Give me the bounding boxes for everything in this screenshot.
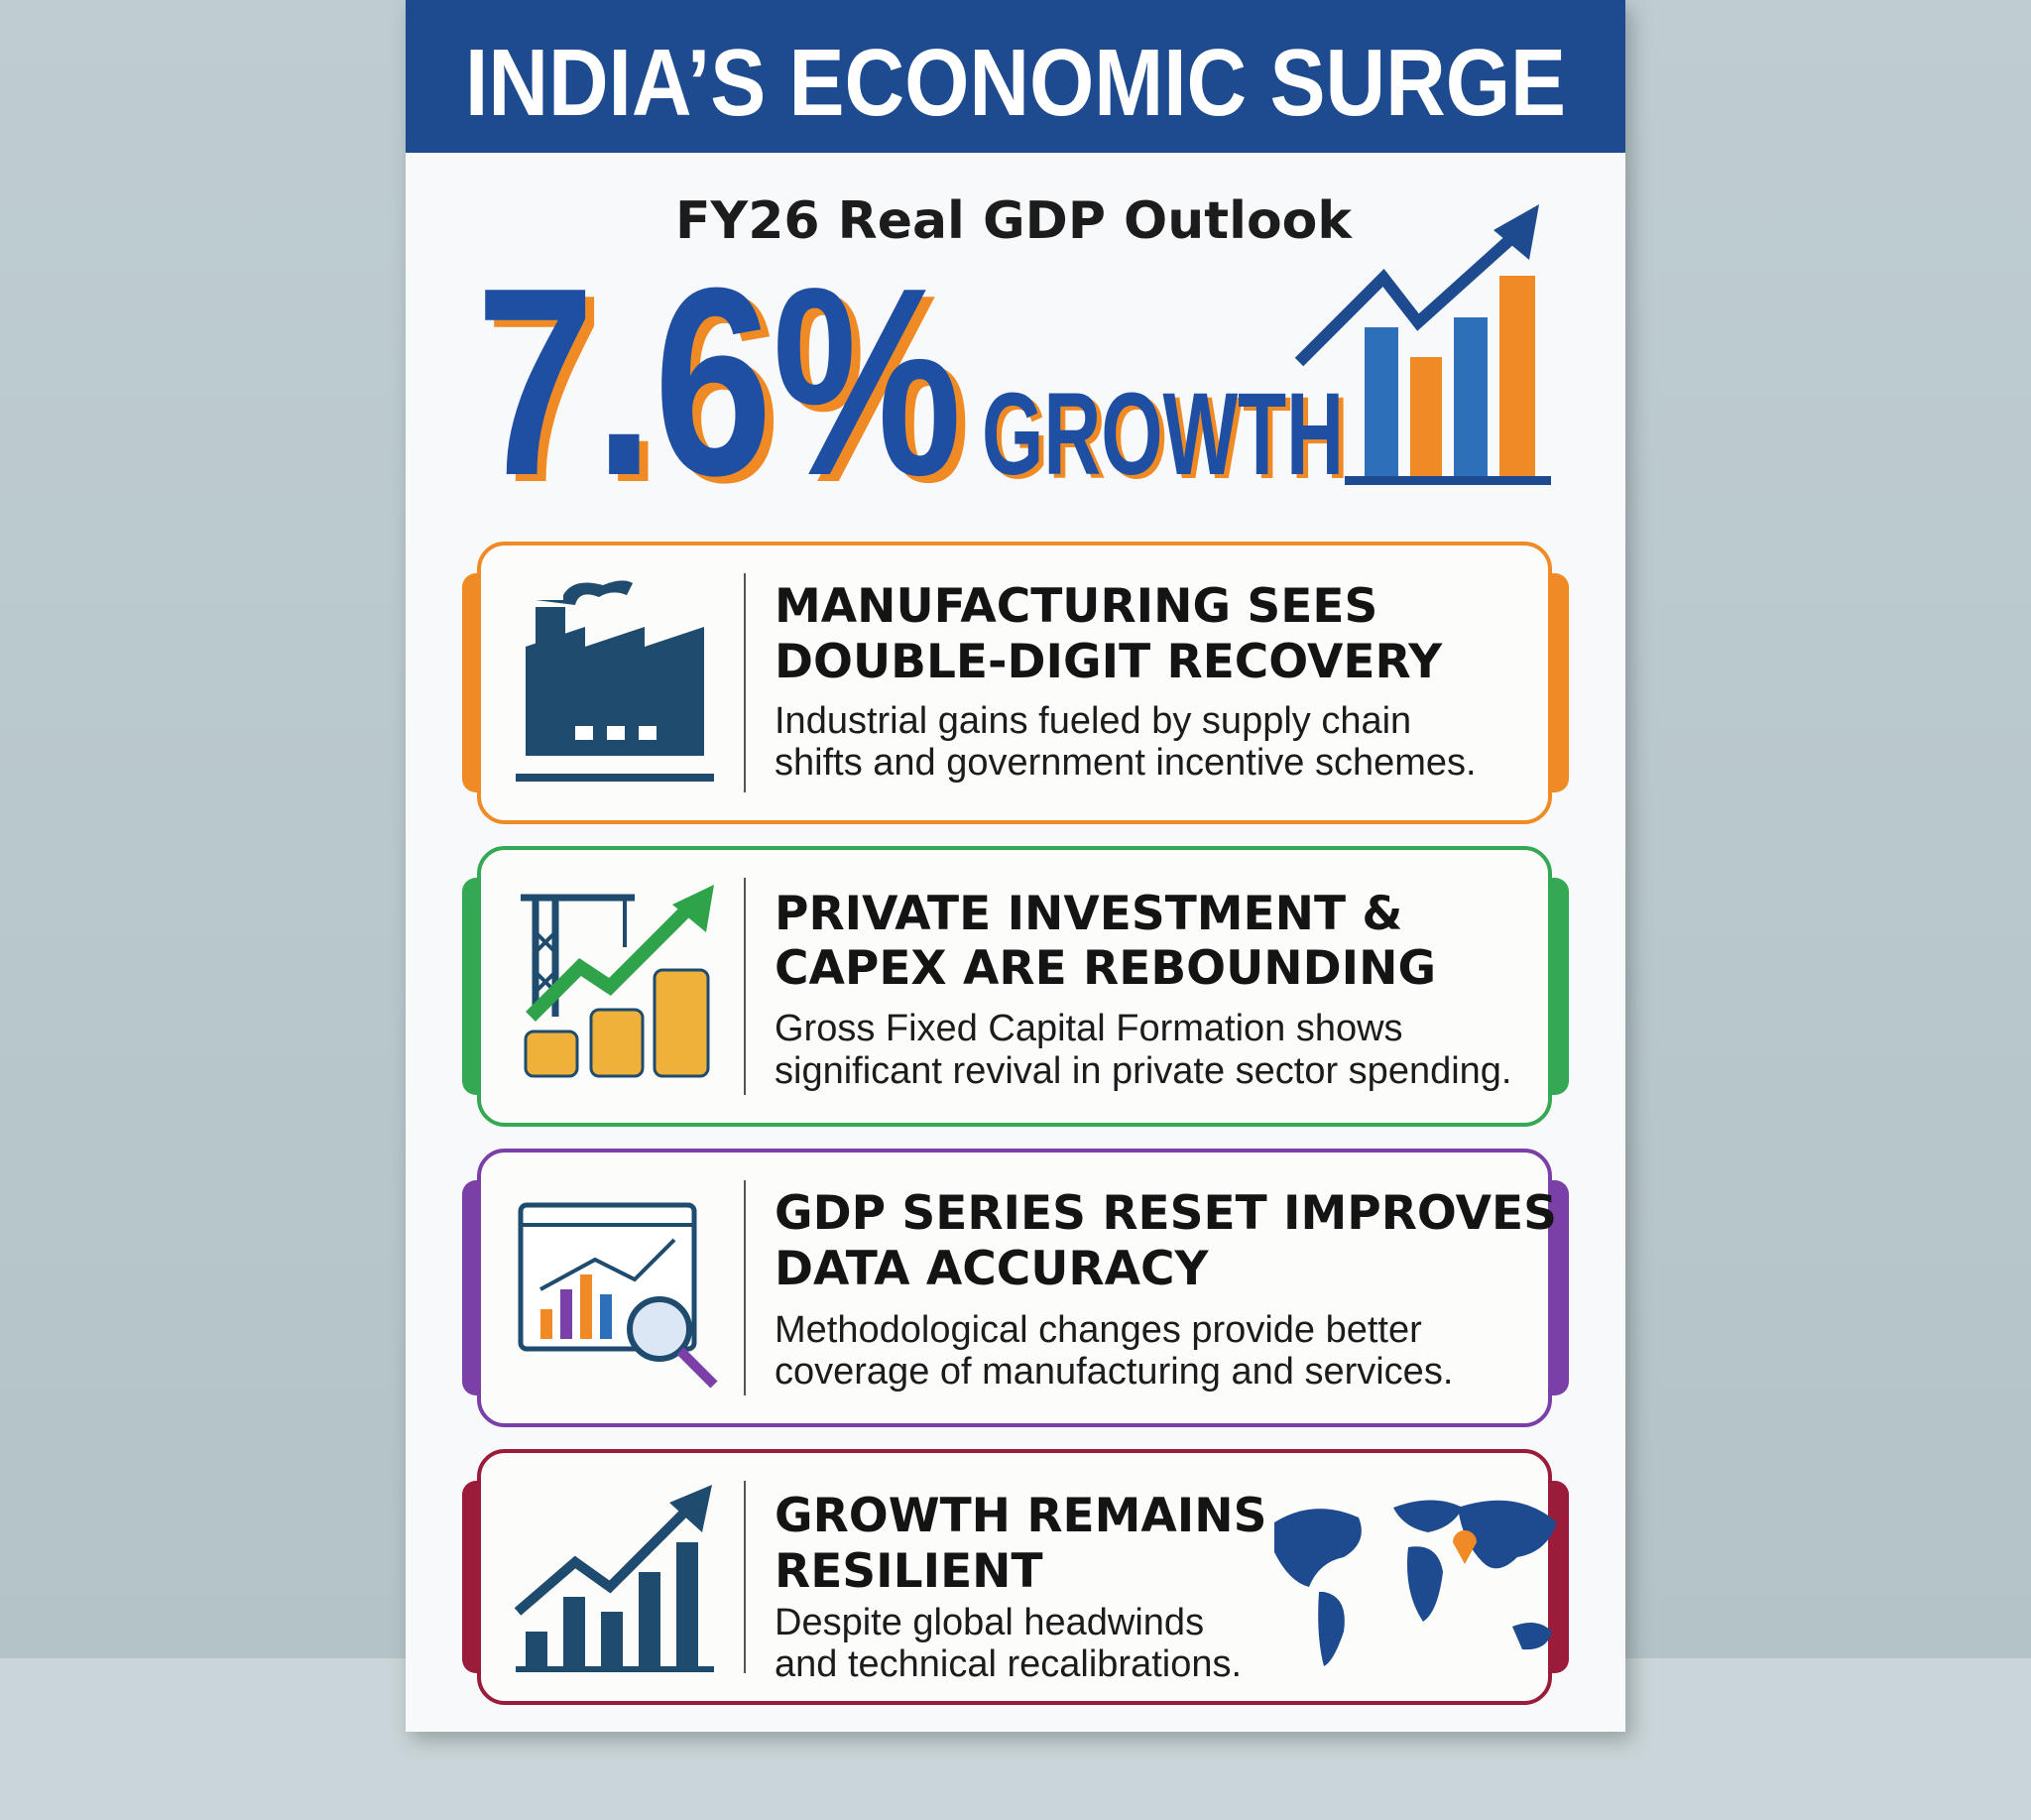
- card-body: significant revival in private sector sp…: [775, 1050, 1512, 1092]
- card-heading: RESILIENT: [775, 1544, 1043, 1599]
- headline: 7.6%: [476, 233, 962, 532]
- card-body: Methodological changes provide better: [775, 1309, 1422, 1351]
- title-band: [406, 0, 1625, 153]
- resilient-growth-icon: [514, 1485, 714, 1672]
- card-body: and technical recalibrations.: [775, 1643, 1242, 1685]
- card-body: shifts and government incentive schemes.: [775, 742, 1477, 784]
- card-body: Gross Fixed Capital Formation shows: [775, 1008, 1403, 1049]
- title: INDIA’S ECONOMIC SURGE: [465, 30, 1566, 136]
- card-heading: DOUBLE-DIGIT RECOVERY: [775, 635, 1443, 689]
- subtitle: FY26 Real GDP Outlook: [675, 191, 1353, 251]
- card-heading: GROWTH REMAINS: [775, 1489, 1266, 1543]
- world-map-icon: [1274, 1500, 1557, 1666]
- growth-chart-icon: [1294, 204, 1551, 485]
- card-heading: GDP SERIES RESET IMPROVES: [775, 1186, 1557, 1241]
- card-body: coverage of manufacturing and services.: [775, 1351, 1453, 1393]
- card: [477, 846, 1552, 1127]
- card-heading: PRIVATE INVESTMENT &: [775, 887, 1402, 941]
- data-accuracy-icon: [518, 1202, 718, 1389]
- card: [477, 1149, 1552, 1427]
- card-heading: MANUFACTURING SEES: [775, 579, 1377, 634]
- headline-word: GROWTH: [982, 369, 1344, 500]
- investment-icon: [521, 885, 714, 1078]
- card-body: Despite global headwinds: [775, 1602, 1204, 1643]
- card-heading: CAPEX ARE REBOUNDING: [775, 941, 1436, 996]
- card-body: Industrial gains fueled by supply chain: [775, 700, 1411, 742]
- card-heading: DATA ACCURACY: [775, 1242, 1209, 1296]
- card: [477, 542, 1552, 824]
- card: [477, 1449, 1552, 1705]
- factory-icon: [516, 580, 714, 782]
